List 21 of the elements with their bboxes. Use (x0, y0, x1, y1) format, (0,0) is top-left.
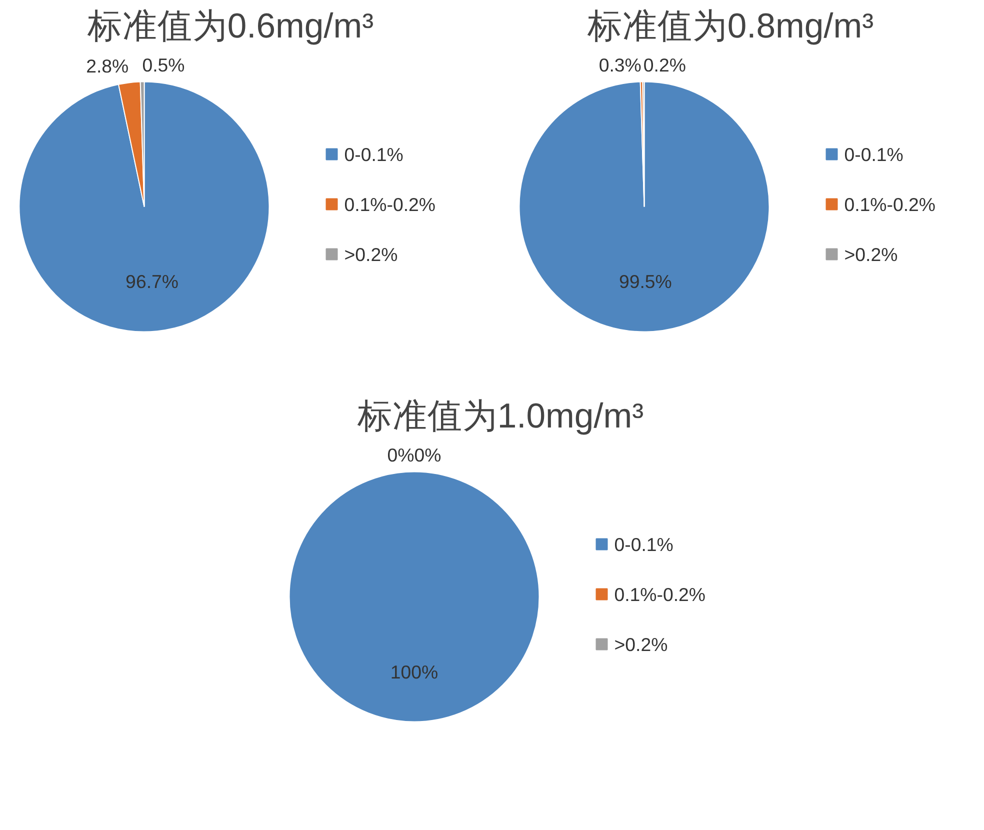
legend-label: 0.1%-0.2% (344, 194, 436, 215)
data-label: 2.8% (86, 55, 129, 76)
data-label: 96.7% (126, 270, 178, 292)
chart-title: 标准值为0.6mg/m³ (86, 8, 374, 46)
legend-label: 0.1%-0.2% (844, 194, 936, 215)
legend-label: 0-0.1% (344, 144, 404, 165)
legend-label: >0.2% (614, 634, 668, 655)
data-label: 0.3% (598, 54, 642, 76)
data-label: 0.5% (142, 54, 185, 76)
chart-title: 标准值为1.0mg/m³ (356, 398, 644, 436)
data-label: 0.2% (643, 54, 686, 76)
data-label: 99.5% (618, 271, 672, 292)
legend-label: 0-0.1% (844, 144, 904, 165)
legend-label: 0.1%-0.2% (614, 584, 706, 605)
legend-label: 0-0.1% (614, 534, 674, 555)
text: 0% (387, 444, 414, 466)
text: 0% (414, 444, 442, 466)
legend-label: >0.2% (844, 244, 898, 265)
data-label: 100% (390, 661, 438, 682)
legend-label: >0.2% (344, 244, 398, 265)
chart-title: 标准值为0.8mg/m³ (586, 8, 874, 46)
